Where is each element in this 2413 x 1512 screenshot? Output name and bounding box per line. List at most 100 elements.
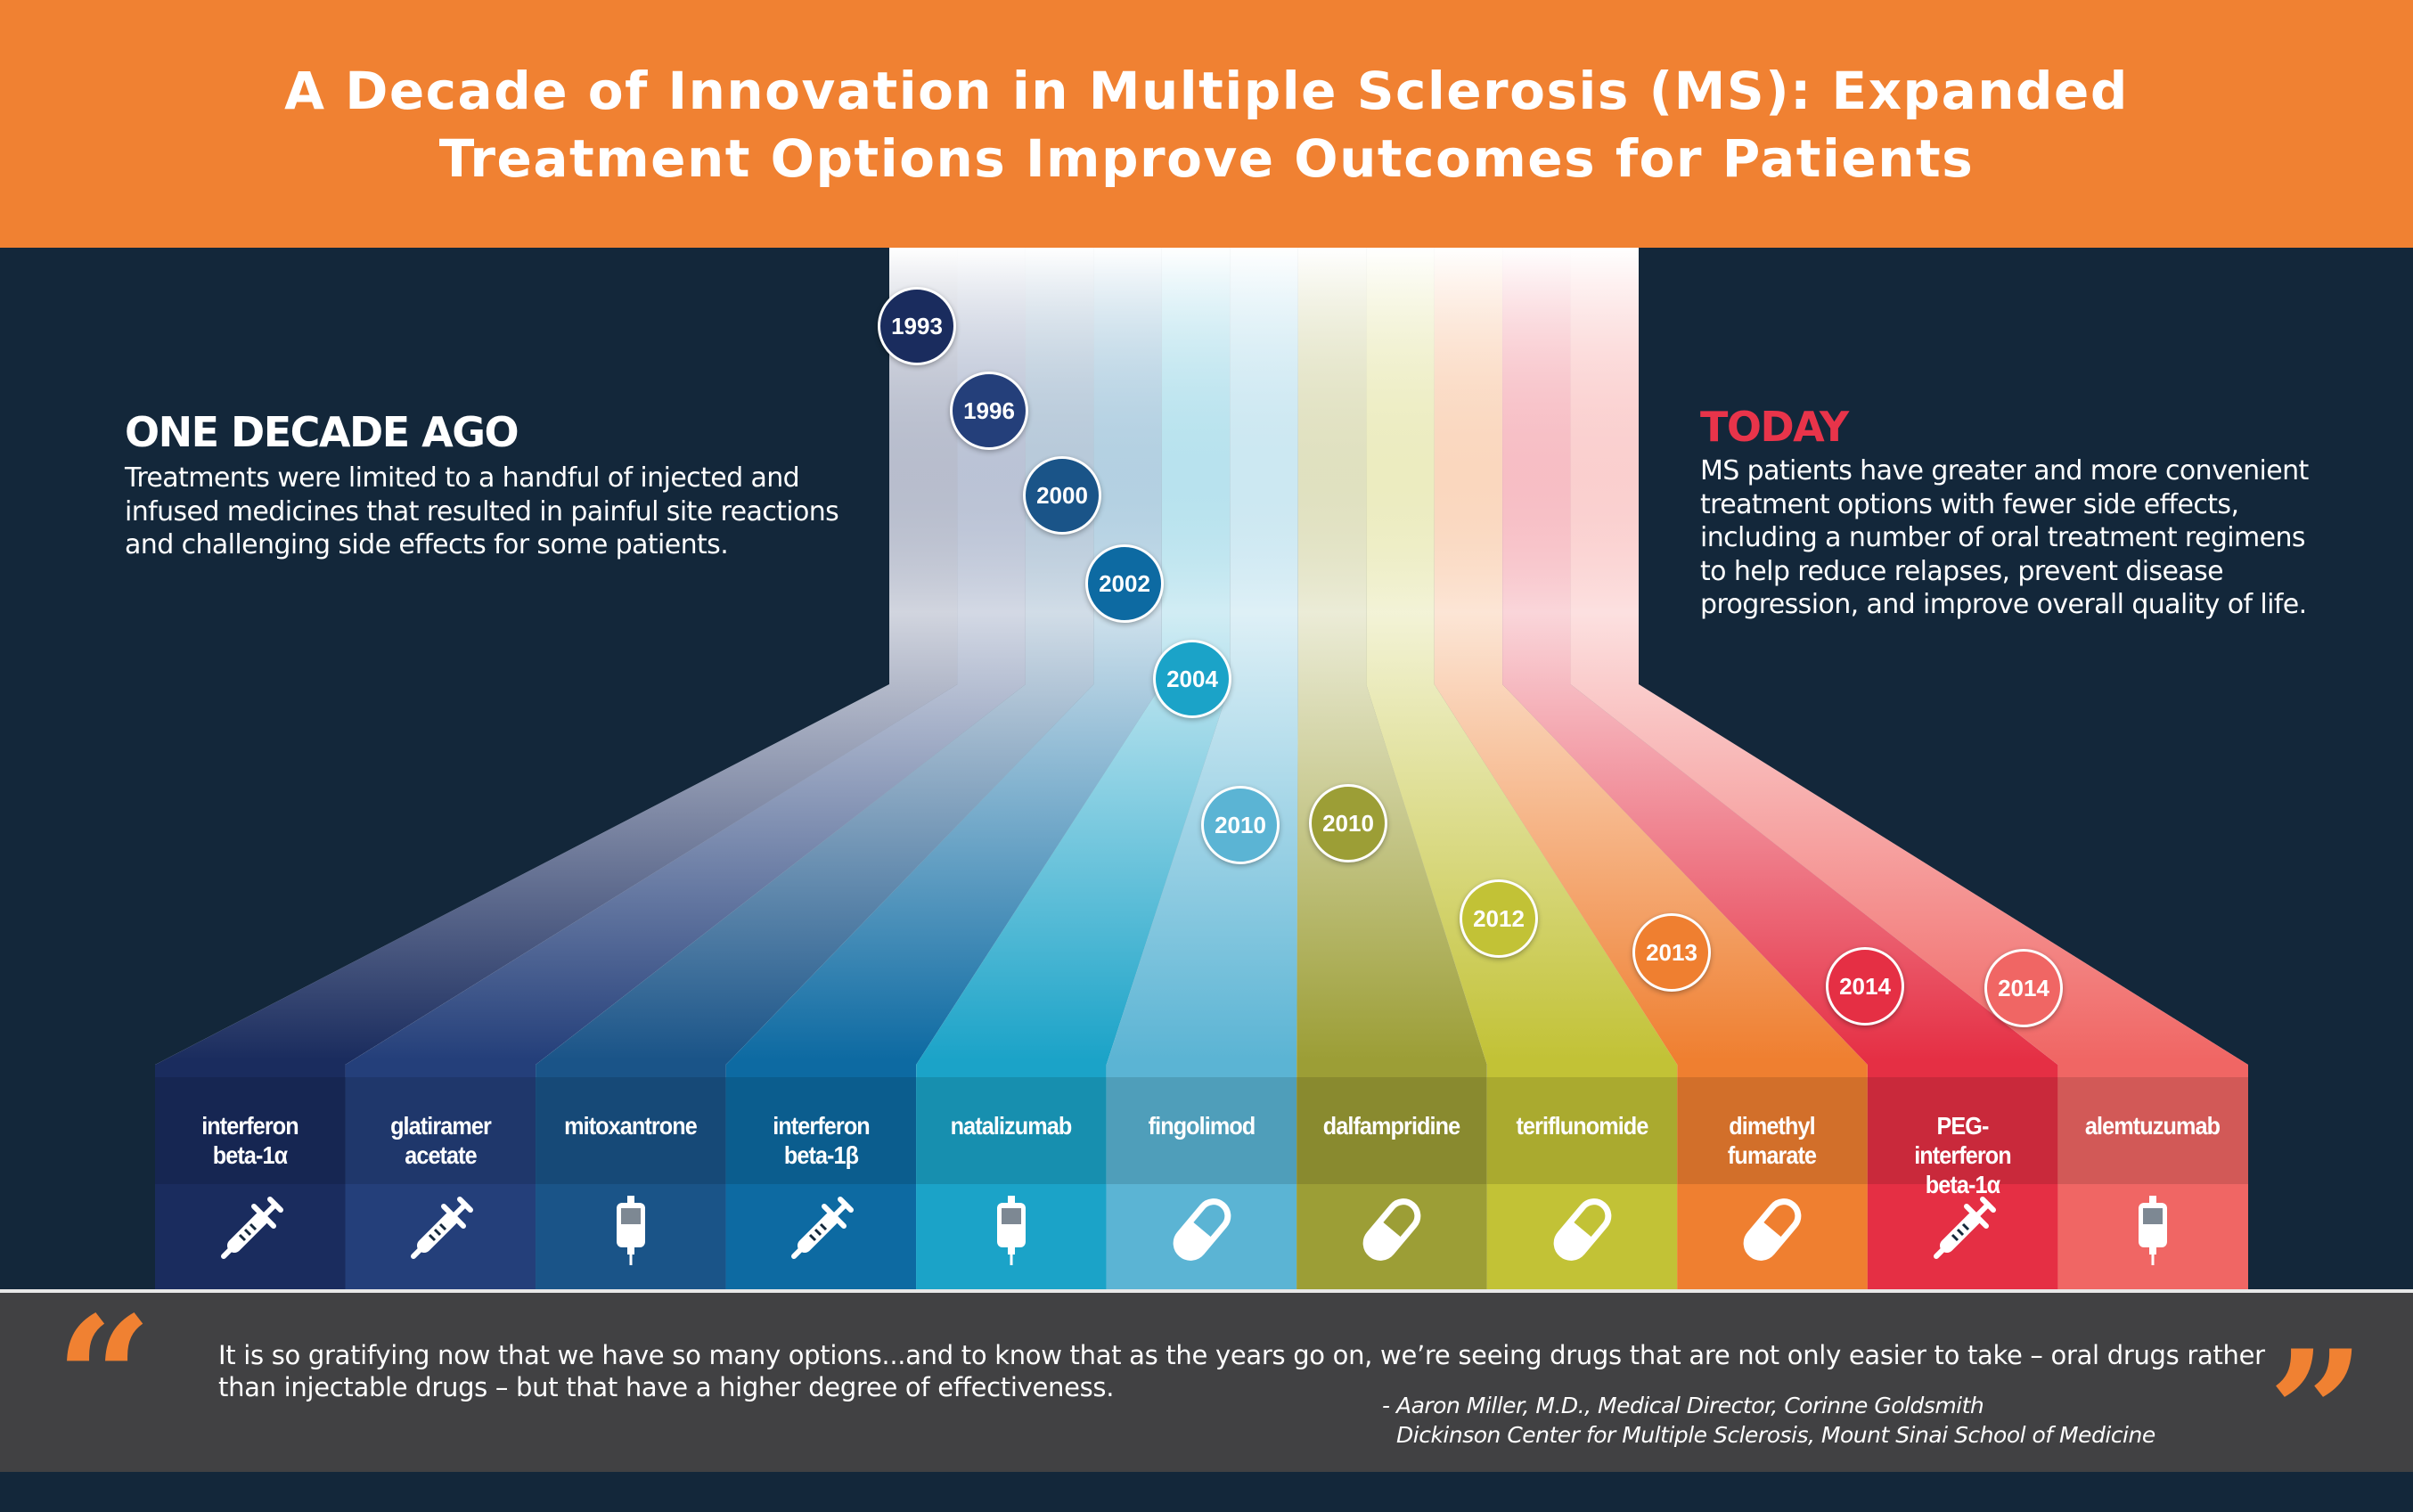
treatment-band xyxy=(155,248,958,1289)
treatment-band xyxy=(725,248,1162,1289)
close-quote-icon: ” xyxy=(2268,1313,2366,1512)
year-badge: 2012 xyxy=(1460,879,1538,958)
header-banner: A Decade of Innovation in Multiple Scler… xyxy=(0,0,2413,248)
treatment-box-shade xyxy=(345,1077,536,1184)
right-line: progression, and improve overall quality… xyxy=(1700,589,2307,620)
treatment-label: glatiramer acetate xyxy=(355,1111,526,1170)
syringe-icon xyxy=(1927,1194,1999,1265)
quote-line: than injectable drugs – but that have a … xyxy=(218,1372,1115,1402)
treatment-label: teriflunomide xyxy=(1496,1111,1667,1140)
pill-icon xyxy=(1737,1194,1808,1265)
treatment-label: natalizumab xyxy=(926,1111,1097,1140)
treatment-label-line: beta-1α xyxy=(1925,1171,2000,1198)
left-heading: ONE DECADE AGO xyxy=(125,408,519,456)
year-badge: 2010 xyxy=(1309,784,1387,862)
treatment-label-line: glatiramer xyxy=(389,1112,492,1140)
treatment-box-shade xyxy=(1296,1077,1487,1184)
title-line-1: A Decade of Innovation in Multiple Scler… xyxy=(284,61,2129,121)
treatment-box xyxy=(1867,1077,2058,1289)
treatment-label: alemtuzumab xyxy=(2067,1111,2238,1140)
attribution-line: Dickinson Center for Multiple Sclerosis,… xyxy=(1396,1422,2155,1448)
treatment-box-shade xyxy=(1486,1077,1678,1184)
treatment-band xyxy=(1502,248,2058,1289)
quote-line: It is so gratifying now that we have so … xyxy=(218,1340,2265,1370)
treatment-label-line: alemtuzumab xyxy=(2085,1112,2221,1140)
syringe-icon xyxy=(785,1194,856,1265)
left-line: and challenging side effects for some pa… xyxy=(125,529,729,560)
treatment-label-line: natalizumab xyxy=(950,1112,1073,1140)
right-line: to help reduce relapses, prevent disease xyxy=(1700,555,2224,587)
iv-bag-icon xyxy=(976,1194,1047,1265)
year-badge: 2010 xyxy=(1201,786,1280,864)
treatment-label-line: interferon xyxy=(1914,1141,2012,1169)
treatment-label-line: beta-1α xyxy=(212,1141,288,1169)
right-line: MS patients have greater and more conven… xyxy=(1700,455,2309,486)
syringe-icon xyxy=(405,1194,476,1265)
right-description: MS patients have greater and more conven… xyxy=(1700,454,2309,622)
quote-footer: “ It is so gratifying now that we have s… xyxy=(0,1279,2413,1498)
treatment-label-line: interferon xyxy=(201,1112,299,1140)
title-line-2: Treatment Options Improve Outcomes for P… xyxy=(438,128,1975,189)
divider xyxy=(0,1289,2413,1293)
treatment-box-shade xyxy=(1106,1077,1297,1184)
treatment-label-line: fumarate xyxy=(1728,1141,1817,1169)
pill-icon xyxy=(1547,1194,1618,1265)
left-description: Treatments were limited to a handful of … xyxy=(125,462,839,562)
treatment-label-line: dalfampridine xyxy=(1322,1112,1460,1140)
treatment-label: interferon beta-1α xyxy=(165,1111,336,1170)
year-badge: 2014 xyxy=(1984,949,2063,1027)
treatment-box-shade xyxy=(2057,1077,2248,1184)
treatment-label: fingolimod xyxy=(1116,1111,1287,1140)
year-badge: 2013 xyxy=(1632,913,1711,992)
treatment-fan xyxy=(155,248,2248,1289)
treatment-label-line: teriflunomide xyxy=(1516,1112,1648,1140)
timeline-stage: ONE DECADE AGO Treatments were limited t… xyxy=(0,248,2413,1292)
treatment-label: dimethyl fumarate xyxy=(1687,1111,1858,1170)
treatment-band xyxy=(916,248,1231,1289)
treatment-box xyxy=(345,1077,536,1289)
treatment-band xyxy=(1366,248,1678,1289)
treatment-label: dalfampridine xyxy=(1306,1111,1477,1140)
iv-bag-icon xyxy=(2117,1194,2188,1265)
treatment-label: PEG-interferon beta-1α xyxy=(1877,1111,2049,1199)
treatment-band xyxy=(536,248,1094,1289)
treatment-box-shade xyxy=(155,1077,346,1184)
attribution-line: - Aaron Miller, M.D., Medical Director, … xyxy=(1382,1393,1984,1418)
treatment-band xyxy=(1106,248,1298,1289)
left-line: Treatments were limited to a handful of … xyxy=(125,462,800,494)
syringe-icon xyxy=(215,1194,286,1265)
treatment-box xyxy=(725,1077,917,1289)
pill-icon xyxy=(1356,1194,1427,1265)
year-badge: 1993 xyxy=(878,287,956,365)
treatment-box-shade xyxy=(536,1077,726,1184)
treatment-band xyxy=(1434,248,1868,1289)
treatment-label: mitoxantrone xyxy=(545,1111,716,1140)
treatment-label-line: mitoxantrone xyxy=(564,1112,698,1140)
treatment-band xyxy=(345,248,1026,1289)
open-quote-icon: “ xyxy=(55,1279,153,1478)
treatment-label: interferon beta-1β xyxy=(735,1111,906,1170)
right-line: including a number of oral treatment reg… xyxy=(1700,522,2306,553)
treatment-band xyxy=(1296,248,1487,1289)
treatment-box-shade xyxy=(1677,1077,1868,1184)
treatment-band xyxy=(1570,248,2248,1289)
treatment-box-shade xyxy=(1867,1077,2058,1184)
year-badge: 2000 xyxy=(1023,456,1101,535)
year-badge: 2002 xyxy=(1085,544,1164,623)
left-line: infused medicines that resulted in painf… xyxy=(125,495,839,527)
right-heading: TODAY xyxy=(1700,403,1849,451)
treatment-box xyxy=(155,1077,346,1289)
treatment-box-shade xyxy=(725,1077,917,1184)
iv-bag-icon xyxy=(595,1194,667,1265)
treatment-label-line: acetate xyxy=(404,1141,477,1169)
treatment-label-line: beta-1β xyxy=(783,1141,858,1169)
quote-text: It is so gratifying now that we have so … xyxy=(218,1339,2268,1403)
treatment-label-line: PEG- xyxy=(1936,1112,1989,1140)
year-badge: 2014 xyxy=(1826,947,1904,1026)
treatment-label-line: interferon xyxy=(772,1112,871,1140)
right-line: treatment options with fewer side effect… xyxy=(1700,488,2239,520)
treatment-label-line: fingolimod xyxy=(1148,1112,1256,1140)
treatment-label-line: dimethyl xyxy=(1729,1112,1816,1140)
treatment-box-shade xyxy=(916,1077,1107,1184)
pill-icon xyxy=(1166,1194,1238,1265)
